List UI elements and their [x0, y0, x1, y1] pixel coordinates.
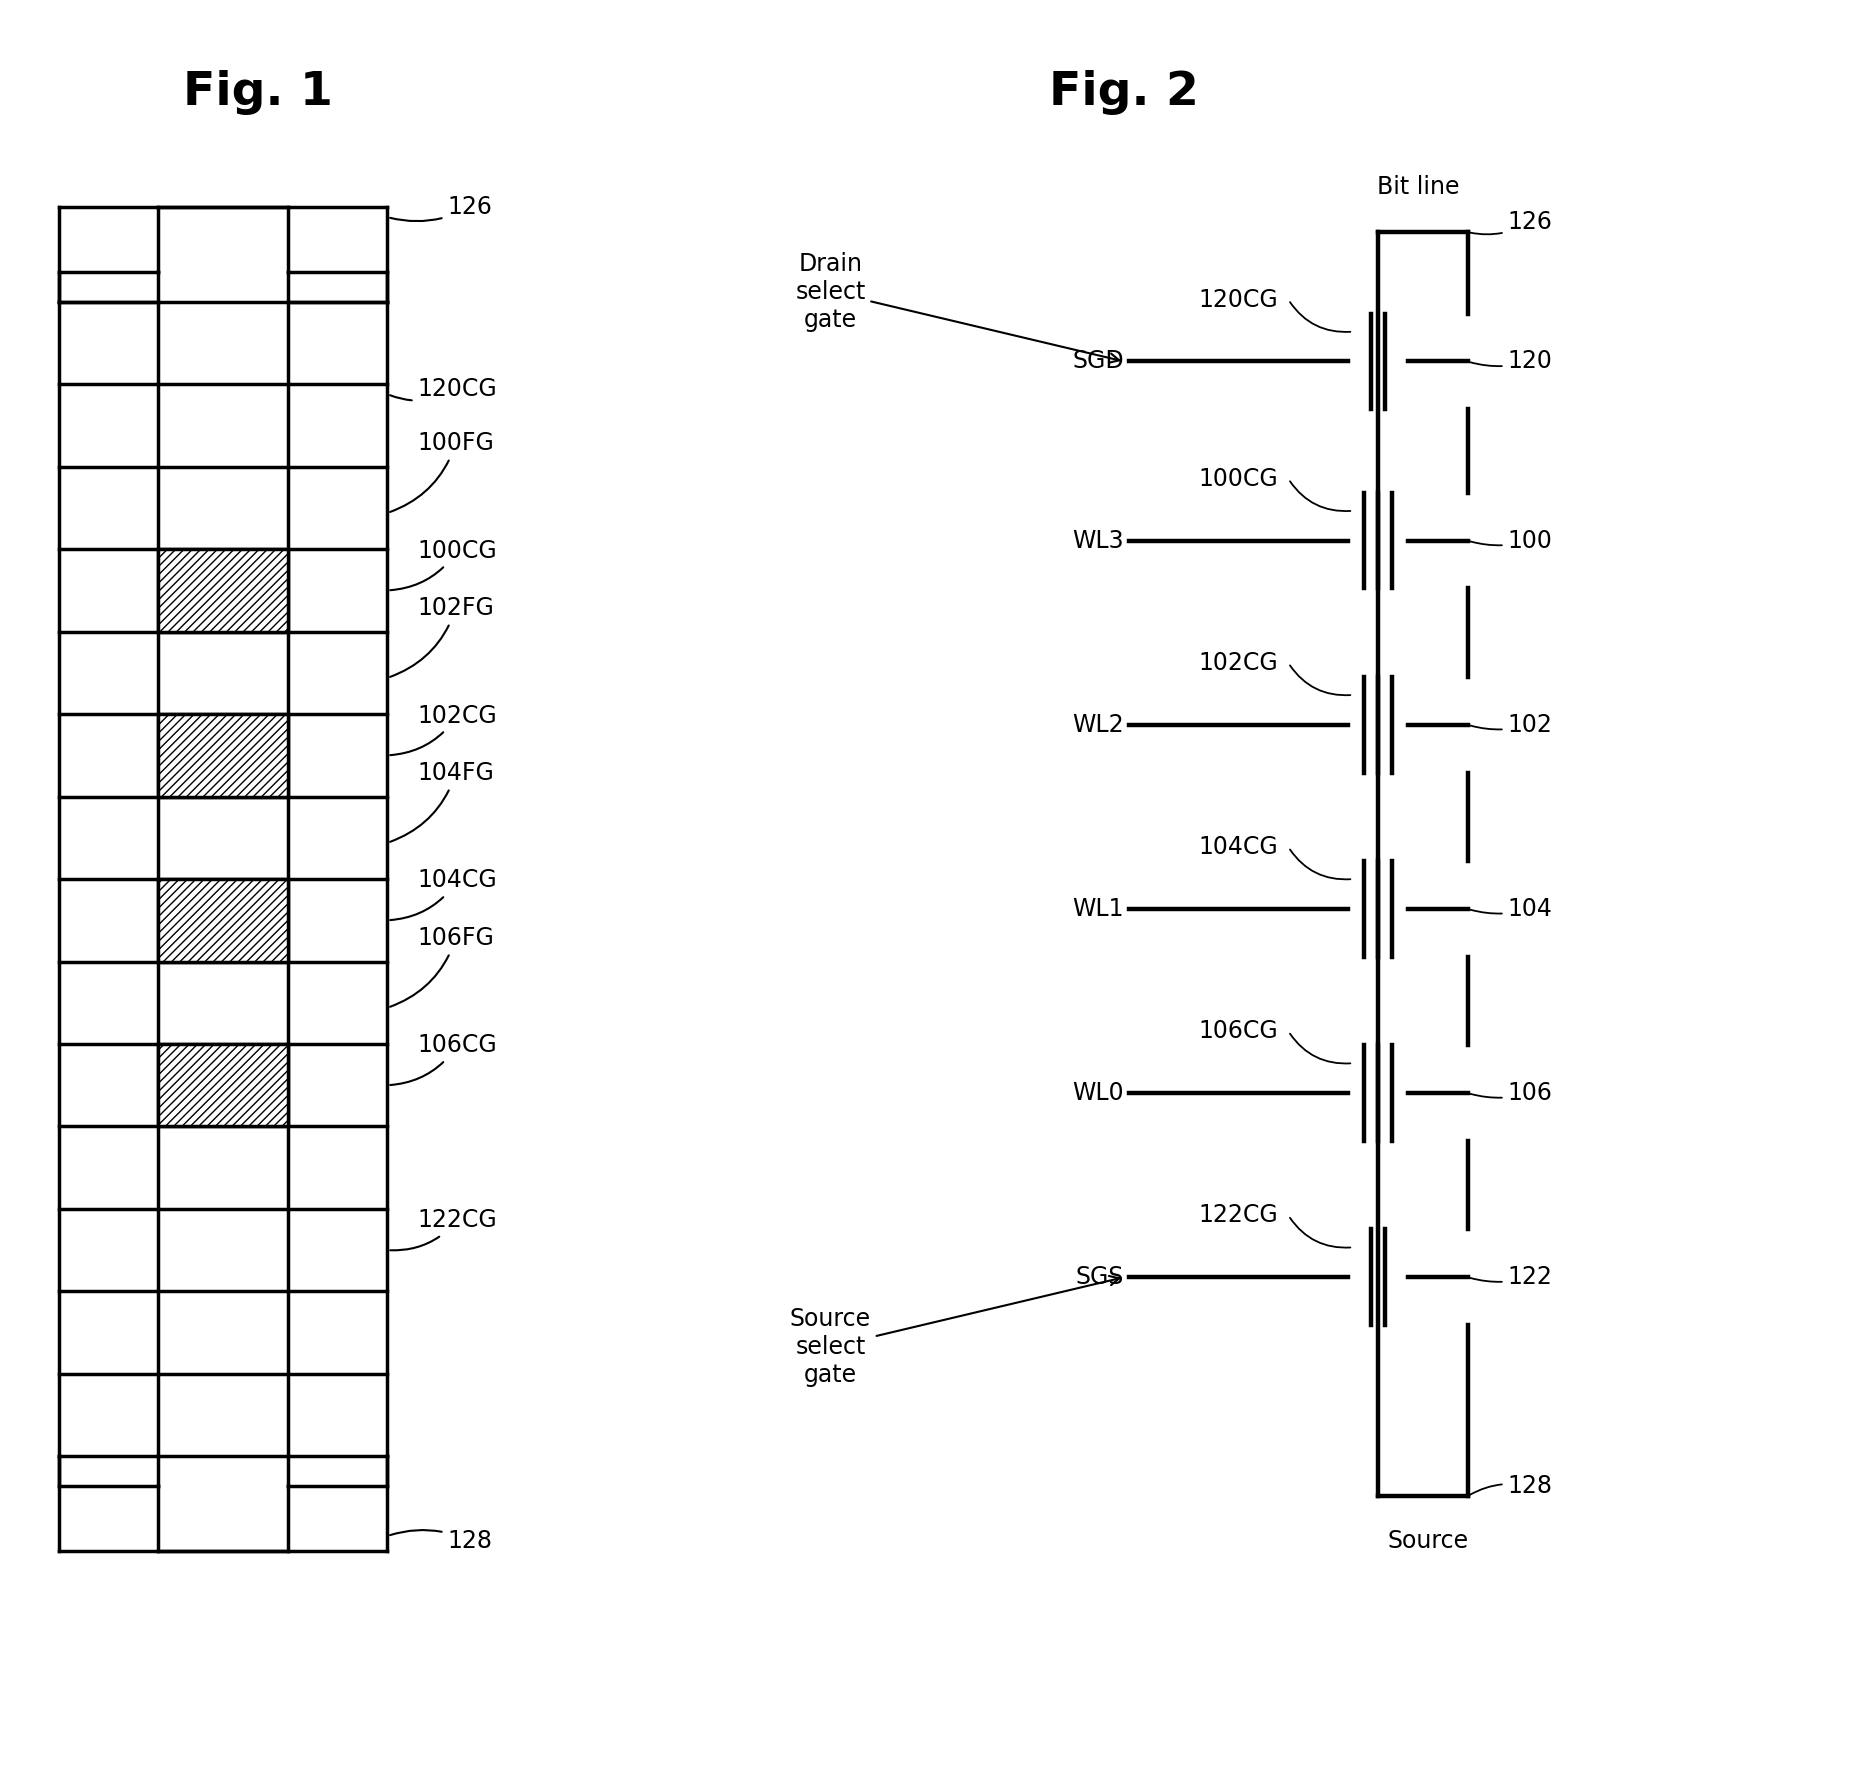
Text: 106FG: 106FG: [389, 927, 494, 1007]
Text: 102CG: 102CG: [1198, 651, 1279, 674]
Bar: [159, 713, 288, 797]
Text: 106CG: 106CG: [389, 1034, 498, 1085]
Text: 100CG: 100CG: [1198, 466, 1279, 491]
Text: SGS: SGS: [1076, 1265, 1125, 1290]
Bar: [159, 1044, 288, 1126]
Text: Fig. 2: Fig. 2: [1050, 69, 1200, 116]
Text: 102CG: 102CG: [389, 703, 498, 754]
Text: 120CG: 120CG: [1198, 288, 1279, 311]
Text: WL2: WL2: [1073, 713, 1125, 737]
Text: 126: 126: [389, 196, 492, 221]
Text: 120: 120: [1470, 349, 1552, 374]
Text: 104: 104: [1470, 897, 1552, 922]
Text: 104CG: 104CG: [1198, 834, 1279, 859]
Text: 106CG: 106CG: [1198, 1019, 1279, 1042]
Bar: [159, 879, 288, 961]
Text: 106: 106: [1470, 1082, 1552, 1105]
Text: 128: 128: [1470, 1475, 1552, 1498]
Text: 122CG: 122CG: [1198, 1203, 1279, 1228]
Text: 126: 126: [1470, 210, 1552, 235]
Bar: [159, 550, 288, 632]
Text: 100CG: 100CG: [389, 539, 498, 591]
Text: 100: 100: [1470, 528, 1552, 553]
Text: 104CG: 104CG: [389, 868, 498, 920]
Text: Bit line: Bit line: [1376, 176, 1458, 199]
Text: Fig. 1: Fig. 1: [183, 69, 333, 116]
Text: Drain
select
gate: Drain select gate: [796, 253, 1119, 363]
Text: 102: 102: [1470, 713, 1552, 737]
Text: 100FG: 100FG: [389, 431, 494, 512]
Text: 104FG: 104FG: [389, 761, 494, 841]
Text: WL3: WL3: [1073, 528, 1125, 553]
Text: SGD: SGD: [1073, 349, 1125, 374]
Text: 120CG: 120CG: [389, 377, 498, 402]
Text: Source
select
gate: Source select gate: [790, 1276, 1119, 1386]
Text: WL1: WL1: [1073, 897, 1125, 922]
Text: WL0: WL0: [1073, 1082, 1125, 1105]
Text: 102FG: 102FG: [389, 596, 494, 678]
Text: 122: 122: [1470, 1265, 1552, 1290]
Text: 128: 128: [389, 1528, 492, 1553]
Text: 122CG: 122CG: [389, 1208, 498, 1251]
Text: Source: Source: [1387, 1528, 1468, 1553]
